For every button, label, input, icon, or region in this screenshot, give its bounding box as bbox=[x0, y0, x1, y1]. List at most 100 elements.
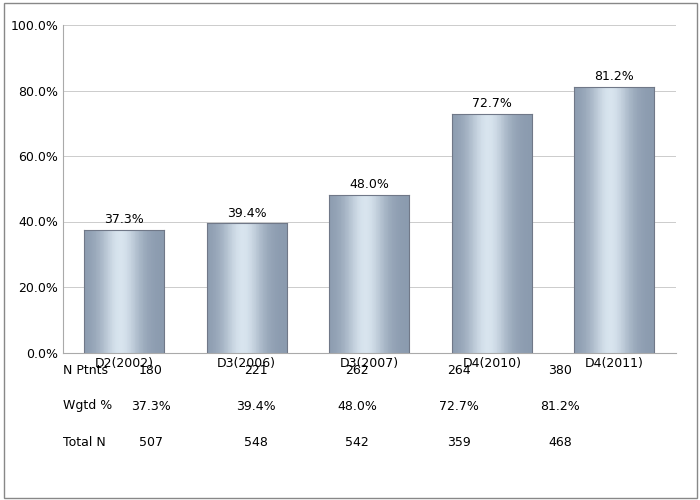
Bar bbox=[116, 230, 117, 352]
Bar bbox=[506, 114, 507, 352]
Text: 48.0%: 48.0% bbox=[349, 178, 389, 192]
Bar bbox=[238, 224, 239, 352]
Bar bbox=[357, 196, 358, 352]
Bar bbox=[399, 196, 400, 352]
Bar bbox=[459, 114, 460, 352]
Bar bbox=[486, 114, 487, 352]
Bar bbox=[246, 224, 247, 352]
Bar bbox=[455, 114, 456, 352]
Bar bbox=[242, 224, 243, 352]
Bar bbox=[379, 196, 381, 352]
Bar bbox=[342, 196, 343, 352]
Bar bbox=[230, 224, 231, 352]
Bar bbox=[582, 86, 583, 352]
Text: 542: 542 bbox=[345, 436, 369, 448]
Bar bbox=[648, 86, 650, 352]
Bar bbox=[630, 86, 631, 352]
Bar bbox=[384, 196, 385, 352]
Bar bbox=[117, 230, 118, 352]
Bar bbox=[507, 114, 508, 352]
Bar bbox=[94, 230, 95, 352]
Bar bbox=[498, 114, 499, 352]
Bar bbox=[618, 86, 620, 352]
Bar bbox=[239, 224, 241, 352]
Bar bbox=[349, 196, 350, 352]
Bar bbox=[637, 86, 638, 352]
Bar bbox=[460, 114, 461, 352]
Bar bbox=[279, 224, 280, 352]
Bar bbox=[596, 86, 598, 352]
Bar bbox=[217, 224, 218, 352]
Bar bbox=[516, 114, 517, 352]
Text: 221: 221 bbox=[244, 364, 267, 376]
Bar bbox=[519, 114, 521, 352]
Bar bbox=[356, 196, 358, 352]
Bar bbox=[530, 114, 531, 352]
Bar bbox=[361, 196, 362, 352]
Bar bbox=[211, 224, 212, 352]
Bar bbox=[650, 86, 651, 352]
Bar bbox=[523, 114, 524, 352]
Bar bbox=[520, 114, 522, 352]
Bar bbox=[380, 196, 382, 352]
Bar bbox=[481, 114, 482, 352]
Bar bbox=[277, 224, 278, 352]
Bar bbox=[149, 230, 150, 352]
Bar bbox=[579, 86, 580, 352]
Bar bbox=[251, 224, 252, 352]
Bar bbox=[136, 230, 137, 352]
Bar bbox=[496, 114, 498, 352]
Bar bbox=[382, 196, 383, 352]
Text: 264: 264 bbox=[447, 364, 470, 376]
Bar bbox=[148, 230, 149, 352]
Bar bbox=[652, 86, 653, 352]
Bar bbox=[123, 230, 125, 352]
Bar bbox=[525, 114, 526, 352]
Bar bbox=[467, 114, 468, 352]
Bar bbox=[508, 114, 509, 352]
Bar bbox=[510, 114, 511, 352]
Bar bbox=[245, 224, 246, 352]
Bar bbox=[383, 196, 384, 352]
Bar bbox=[462, 114, 463, 352]
Bar bbox=[359, 196, 360, 352]
Bar bbox=[578, 86, 580, 352]
Bar bbox=[503, 114, 504, 352]
Bar bbox=[477, 114, 478, 352]
Bar bbox=[236, 224, 237, 352]
Bar bbox=[505, 114, 506, 352]
Bar bbox=[241, 224, 242, 352]
Bar bbox=[246, 224, 248, 352]
Bar bbox=[603, 86, 604, 352]
Bar bbox=[285, 224, 286, 352]
Bar bbox=[87, 230, 88, 352]
Bar bbox=[115, 230, 116, 352]
Bar bbox=[144, 230, 145, 352]
Bar bbox=[469, 114, 470, 352]
Text: N Ptnts: N Ptnts bbox=[63, 364, 108, 376]
Bar bbox=[268, 224, 270, 352]
Bar bbox=[490, 114, 491, 352]
Bar bbox=[501, 114, 502, 352]
Bar bbox=[599, 86, 600, 352]
Bar bbox=[104, 230, 105, 352]
Bar bbox=[89, 230, 90, 352]
Bar bbox=[219, 224, 220, 352]
Bar bbox=[228, 224, 230, 352]
Bar bbox=[580, 86, 581, 352]
Bar bbox=[276, 224, 277, 352]
Text: 37.3%: 37.3% bbox=[104, 214, 144, 226]
Text: Wgtd %: Wgtd % bbox=[63, 400, 112, 412]
Bar bbox=[139, 230, 140, 352]
Bar bbox=[280, 224, 281, 352]
Bar bbox=[456, 114, 457, 352]
Bar bbox=[504, 114, 505, 352]
Text: 359: 359 bbox=[447, 436, 470, 448]
Bar bbox=[617, 86, 618, 352]
Bar bbox=[221, 224, 222, 352]
Bar bbox=[368, 196, 369, 352]
Bar bbox=[216, 224, 218, 352]
Bar bbox=[260, 224, 261, 352]
Bar bbox=[100, 230, 102, 352]
Bar bbox=[366, 196, 367, 352]
